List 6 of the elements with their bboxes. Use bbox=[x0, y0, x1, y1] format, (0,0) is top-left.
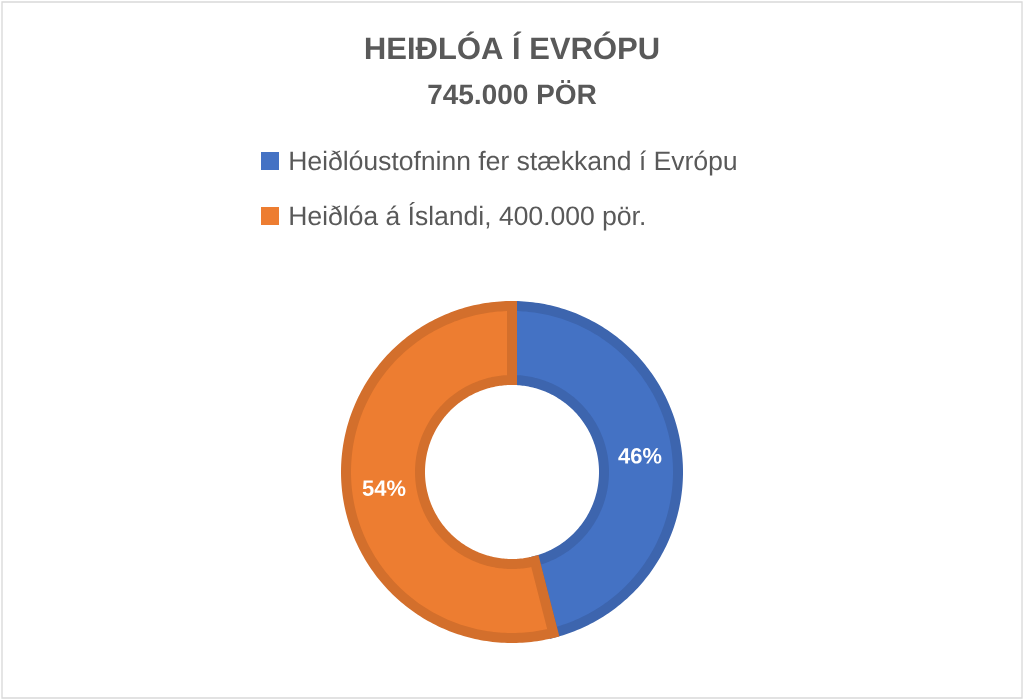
chart-subtitle: 745.000 PÖR bbox=[428, 80, 597, 105]
data-label: 54% bbox=[362, 480, 406, 496]
chart-title: HEIÐLÓA Í EVRÓPU bbox=[365, 31, 659, 60]
legend-label: Heiðlóa á Íslandi, 400.000 pör. bbox=[290, 201, 644, 231]
data-label: 46% bbox=[618, 448, 662, 464]
legend-label: Heiðlóustofninn fer stækkand í Evrópu bbox=[290, 150, 736, 176]
